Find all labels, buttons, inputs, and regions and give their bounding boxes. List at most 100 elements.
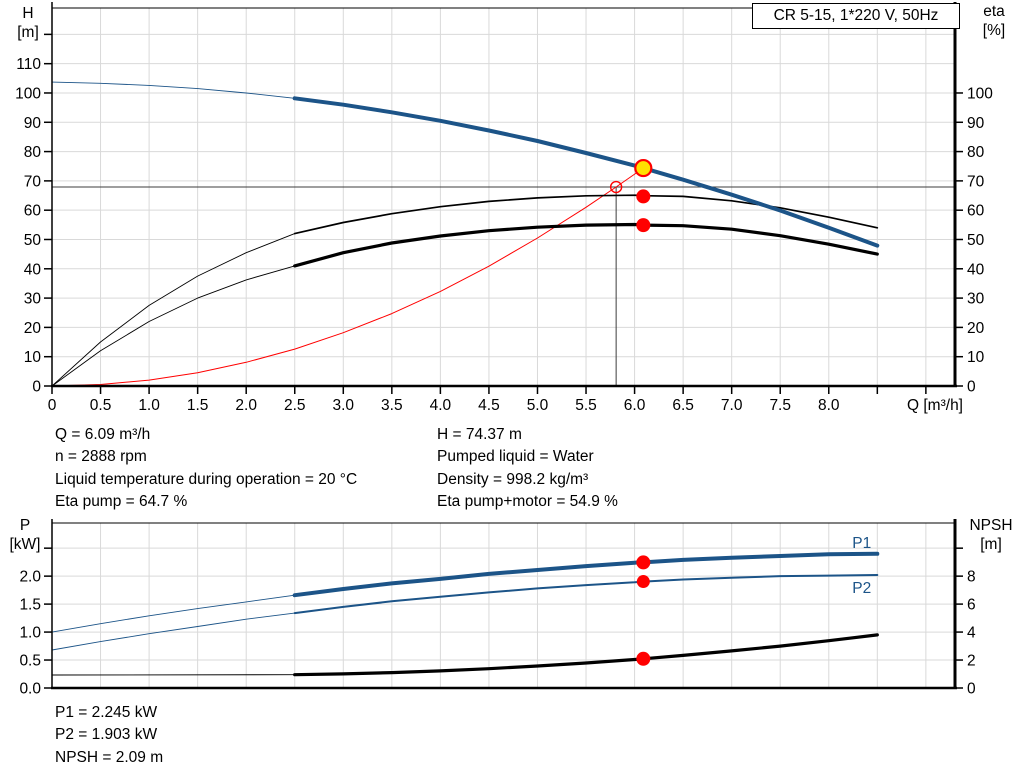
svg-text:90: 90 xyxy=(24,115,42,132)
info-line-speed: n = 2888 rpm xyxy=(55,448,147,466)
eta-pump-motor-curve xyxy=(293,222,879,268)
info-line-pumped-liquid: Pumped liquid = Water xyxy=(437,448,594,466)
svg-text:0: 0 xyxy=(967,681,976,698)
svg-text:0.5: 0.5 xyxy=(90,397,112,414)
right-axis-ticks: 0 2 4 6 8 xyxy=(955,547,976,698)
svg-text:5.5: 5.5 xyxy=(575,397,597,414)
svg-text:70: 70 xyxy=(967,173,985,190)
svg-top-plot-area[interactable] xyxy=(52,8,955,386)
series-label-p2: P2 xyxy=(852,580,871,597)
svg-text:5.0: 5.0 xyxy=(527,397,549,414)
svg-text:60: 60 xyxy=(967,203,985,220)
svg-text:80: 80 xyxy=(967,144,985,161)
info-line-density: Density = 998.2 kg/m³ xyxy=(437,470,589,488)
series-label-p1: P1 xyxy=(852,535,871,552)
svg-text:3.0: 3.0 xyxy=(333,397,355,414)
svg-text:6.0: 6.0 xyxy=(624,397,646,414)
x-axis-ticks: 0 0.5 1.0 1.5 2.0 2.5 3.0 3.5 4.0 4.5 5.0 5.5 6.0 6.5… xyxy=(48,386,963,414)
svg-text:2.0: 2.0 xyxy=(235,397,257,414)
svg-text:110: 110 xyxy=(16,56,41,73)
system-curve-curve xyxy=(51,167,644,387)
eta-axis-title-line2: [%] xyxy=(982,22,1006,39)
svg-text:2: 2 xyxy=(967,653,976,670)
svg-text:100: 100 xyxy=(967,85,993,102)
svg-text:100: 100 xyxy=(15,85,41,102)
left-axis-ticks: 0 10 20 30 40 50 60 70 80 90 100 110 xyxy=(15,33,52,396)
p-axis-title-line1: P xyxy=(19,517,31,534)
svg-text:4: 4 xyxy=(967,625,976,642)
svg-text:7.5: 7.5 xyxy=(769,397,791,414)
left-axis-ticks: 0.0 0.5 1.0 1.5 2.0 xyxy=(19,547,52,698)
right-axis-ticks: 0 10 20 30 40 50 60 70 80 90 100 xyxy=(955,85,993,396)
duty-info-left: Q = 6.09 m³/h n = 2888 rpm Liquid temper… xyxy=(55,424,357,514)
duty-point[interactable] xyxy=(634,158,653,178)
svg-text:70: 70 xyxy=(24,173,42,190)
svg-text:4.5: 4.5 xyxy=(478,397,500,414)
npsh-curve xyxy=(293,633,879,677)
svg-text:6.5: 6.5 xyxy=(672,397,694,414)
svg-text:50: 50 xyxy=(24,232,42,249)
info-line-eta-pump: Eta pump = 64.7 % xyxy=(55,493,188,511)
svg-text:0: 0 xyxy=(967,379,976,396)
h-axis-title-line2: [m] xyxy=(17,24,39,41)
duty-info-right: H = 74.37 m Pumped liquid = Water Densit… xyxy=(437,424,618,514)
svg-text:8.0: 8.0 xyxy=(818,397,840,414)
svg-text:4.0: 4.0 xyxy=(430,397,452,414)
pump-title-box: CR 5-15, 1*220 V, 50Hz xyxy=(752,3,960,29)
p2-thin-curve xyxy=(51,612,296,651)
npsh-axis-title: NPSH [m] xyxy=(960,516,1022,554)
eta-pump-point[interactable] xyxy=(636,189,651,204)
p1-curve xyxy=(292,551,880,598)
svg-text:7.0: 7.0 xyxy=(721,397,743,414)
p2-curve xyxy=(293,574,879,615)
svg-text:20: 20 xyxy=(24,320,42,337)
svg-text:0: 0 xyxy=(32,379,41,396)
svg-text:2.0: 2.0 xyxy=(19,569,41,586)
h-axis-title-line1: H xyxy=(22,5,34,22)
eta-pump-thin-curve xyxy=(51,233,296,387)
svg-text:30: 30 xyxy=(967,291,985,308)
eta-axis-title: eta [%] xyxy=(968,2,1020,40)
p1-point[interactable] xyxy=(636,555,651,570)
info-line-q: Q = 6.09 m³/h xyxy=(55,426,151,443)
x-axis-title: Q [m³/h] xyxy=(907,397,963,414)
svg-text:40: 40 xyxy=(967,261,985,278)
svg-text:80: 80 xyxy=(24,144,42,161)
p-axis-title-line2: [kW] xyxy=(9,536,41,553)
svg-text:10: 10 xyxy=(967,349,985,366)
svg-text:1.0: 1.0 xyxy=(138,397,160,414)
info-line-npsh: NPSH = 2.09 m xyxy=(55,748,164,766)
npsh-axis-title-line2: [m] xyxy=(980,536,1002,553)
info-line-eta-pump-motor: Eta pump+motor = 54.9 % xyxy=(437,493,618,511)
head-thin-curve xyxy=(51,81,296,99)
info-line-p1: P1 = 2.245 kW xyxy=(55,704,158,721)
svg-text:6: 6 xyxy=(967,597,976,614)
duty-crosshair xyxy=(52,186,955,386)
svg-text:60: 60 xyxy=(24,203,42,220)
svg-text:20: 20 xyxy=(967,320,985,337)
npsh-axis-title-line1: NPSH xyxy=(969,517,1013,534)
head-curve xyxy=(292,96,880,248)
npsh-point[interactable] xyxy=(636,651,651,666)
pump-curve-chart: 0 10 20 30 40 50 60 70 80 90 100 110 0 10 20 30 40 50 60 70… xyxy=(15,2,993,414)
svg-text:1.5: 1.5 xyxy=(19,597,41,614)
svg-text:30: 30 xyxy=(24,291,42,308)
h-axis-title: H [m] xyxy=(6,4,50,42)
p1-thin-curve xyxy=(51,594,296,633)
svg-text:10: 10 xyxy=(24,349,42,366)
svg-text:3.5: 3.5 xyxy=(381,397,403,414)
requested-duty-point[interactable] xyxy=(609,180,623,194)
svg-text:50: 50 xyxy=(967,232,985,249)
info-line-p2: P2 = 1.903 kW xyxy=(55,726,158,744)
svg-text:90: 90 xyxy=(967,115,985,132)
info-line-liquid-temp: Liquid temperature during operation = 20… xyxy=(55,470,358,488)
svg-text:0.0: 0.0 xyxy=(19,681,41,698)
svg-text:40: 40 xyxy=(24,261,42,278)
info-line-h: H = 74.37 m xyxy=(437,426,522,443)
svg-text:0.5: 0.5 xyxy=(19,653,41,670)
eta-pump-motor-thin-curve xyxy=(51,265,296,387)
svg-text:8: 8 xyxy=(967,569,976,586)
p2-point[interactable] xyxy=(636,575,650,589)
eta-axis-title-line1: eta xyxy=(983,3,1005,20)
eta-pump-motor-point[interactable] xyxy=(636,218,651,233)
